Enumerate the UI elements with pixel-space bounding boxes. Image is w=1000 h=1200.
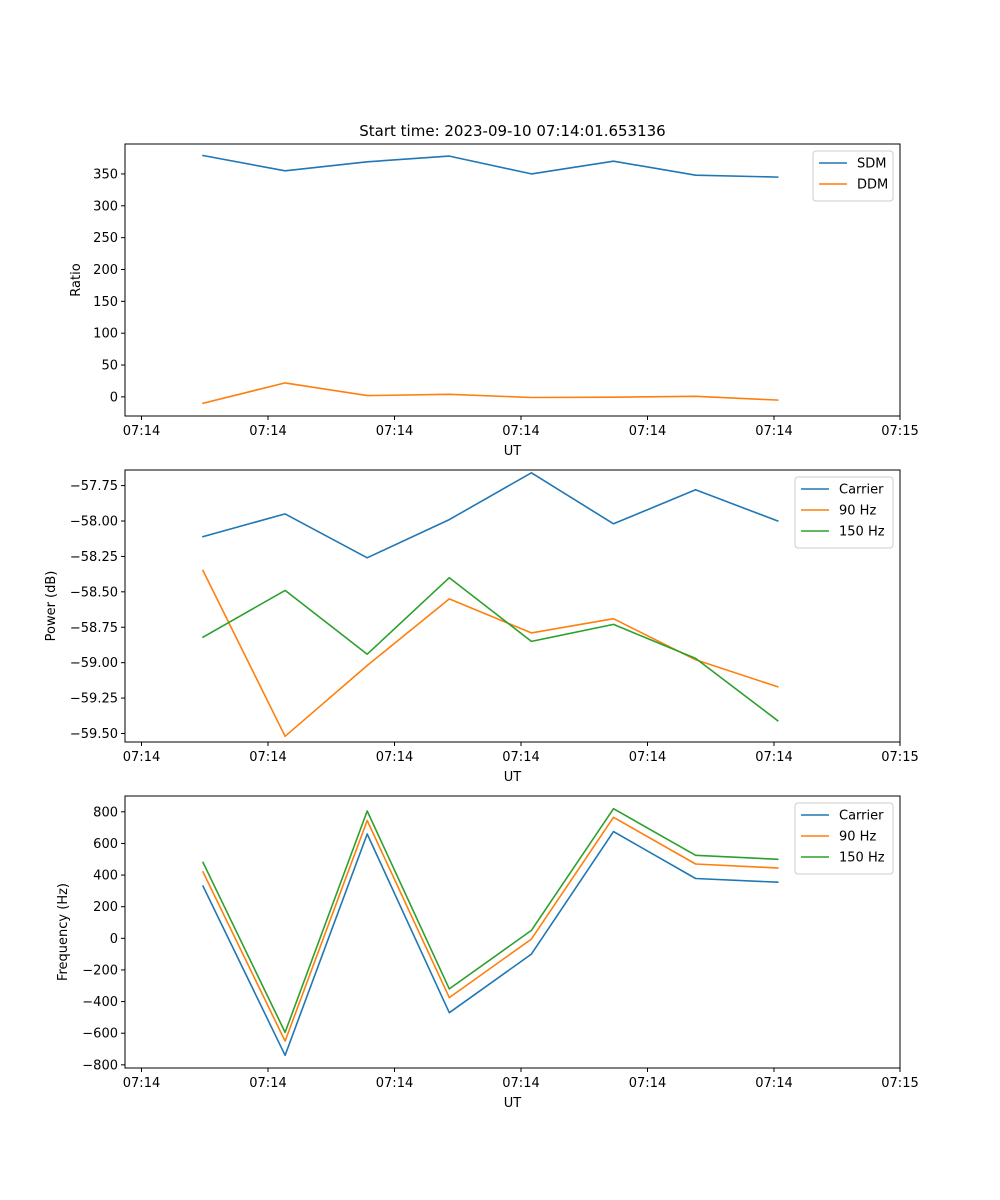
ratio-x-tick-label: 07:14: [502, 424, 539, 439]
ratio-legend-label: SDM: [857, 157, 886, 172]
power-panel: 07:14 07:14 07:14 07:14 07:14 07:14 07:15 −59.5…: [44, 469, 919, 785]
figure-title: Start time: 2023-09-10 07:14:01.653136: [359, 122, 665, 140]
ratio-legend: SDM DDM: [812, 150, 894, 202]
frequency-x-tick-label: 07:14: [249, 1076, 286, 1091]
power-y-tick-label: −59.50: [70, 727, 118, 742]
ratio-y-tick-label: 350: [93, 167, 118, 182]
power-y-tick-label: −58.00: [70, 515, 118, 530]
power-y-tick-label: −58.50: [70, 585, 118, 600]
frequency-legend-label: Carrier: [839, 809, 884, 824]
power-y-tick-label: −59.00: [70, 656, 118, 671]
frequency-x-tick-label: 07:14: [376, 1076, 413, 1091]
power-x-axis-label: UT: [504, 770, 522, 785]
frequency-y-tick-label: −600: [82, 1027, 118, 1042]
power-x-tick-label: 07:14: [629, 750, 666, 765]
frequency-x-tick-label: 07:15: [881, 1076, 918, 1091]
frequency-y-tick-label: −800: [82, 1058, 118, 1073]
ratio-x-tick-label: 07:14: [376, 424, 413, 439]
frequency-y-tick-label: 400: [93, 869, 118, 884]
ratio-y-tick-label: 150: [93, 295, 118, 310]
ratio-x-tick-label: 07:15: [881, 424, 918, 439]
ratio-y-tick-label: 50: [101, 359, 118, 374]
frequency-legend-label: 90 Hz: [839, 830, 876, 845]
ratio-y-tick-label: 0: [110, 390, 118, 405]
power-series-carrier-line: [202, 471, 779, 559]
power-axes-frame: [124, 469, 901, 743]
frequency-x-tick-label: 07:14: [502, 1076, 539, 1091]
ratio-x-tick-label: 07:14: [629, 424, 666, 439]
power-legend-label: 90 Hz: [839, 504, 876, 519]
power-x-tick-label: 07:14: [123, 750, 160, 765]
ratio-legend-label: DDM: [857, 178, 888, 193]
frequency-y-axis-label: Frequency (Hz): [56, 883, 71, 981]
power-y-tick-label: −59.25: [70, 692, 118, 707]
power-legend-label: Carrier: [839, 483, 884, 498]
power-x-tick-label: 07:14: [249, 750, 286, 765]
power-y-axis-label: Power (dB): [44, 571, 59, 642]
ratio-x-tick-label: 07:14: [249, 424, 286, 439]
frequency-x-tick-label: 07:14: [755, 1076, 792, 1091]
power-legend-label: 150 Hz: [839, 525, 885, 540]
ratio-y-axis-label: Ratio: [69, 263, 84, 296]
ratio-y-tick-label: 300: [93, 199, 118, 214]
ratio-y-tick-label: 100: [93, 327, 118, 342]
ratio-x-axis-label: UT: [504, 444, 522, 459]
ratio-x-tick-label: 07:14: [755, 424, 792, 439]
ratio-panel: 07:14 07:14 07:14 07:14 07:14 07:14 07:15 0 50 10…: [69, 143, 919, 459]
frequency-series-carrier-line: [201, 830, 779, 1057]
frequency-series-150-hz-line: [201, 807, 779, 1034]
frequency-y-tick-label: −200: [82, 963, 118, 978]
power-y-tick-label: −58.25: [70, 550, 118, 565]
ratio-axes-frame: [124, 143, 901, 417]
frequency-y-tick-label: −400: [82, 995, 118, 1010]
frequency-y-tick-label: 600: [93, 837, 118, 852]
frequency-y-tick-label: 800: [93, 805, 118, 820]
frequency-y-tick-label: 200: [93, 900, 118, 915]
power-legend: Carrier 90 Hz 150 Hz: [794, 476, 894, 549]
frequency-x-tick-label: 07:14: [629, 1076, 666, 1091]
frequency-series-90-hz-line: [201, 816, 779, 1042]
power-y-tick-label: −58.75: [70, 621, 118, 636]
power-y-tick-label: −57.75: [70, 479, 118, 494]
frequency-legend: Carrier 90 Hz 150 Hz: [794, 802, 894, 875]
frequency-x-tick-label: 07:14: [123, 1076, 160, 1091]
power-x-tick-label: 07:14: [376, 750, 413, 765]
frequency-legend-label: 150 Hz: [839, 851, 885, 866]
power-x-tick-label: 07:14: [755, 750, 792, 765]
frequency-y-tick-label: 0: [110, 932, 118, 947]
power-series-150-hz-line: [201, 576, 779, 722]
ratio-series-sdm-line: [202, 154, 779, 178]
ratio-series-ddm-line: [202, 382, 779, 405]
ratio-y-tick-label: 200: [93, 263, 118, 278]
power-x-tick-label: 07:15: [881, 750, 918, 765]
ratio-y-tick-label: 250: [93, 231, 118, 246]
frequency-x-axis-label: UT: [504, 1096, 522, 1111]
frequency-panel: 07:14 07:14 07:14 07:14 07:14 07:14 07:15 −800 −…: [56, 795, 919, 1111]
frequency-axes-frame: [124, 795, 901, 1069]
ratio-x-tick-label: 07:14: [123, 424, 160, 439]
power-x-tick-label: 07:14: [502, 750, 539, 765]
